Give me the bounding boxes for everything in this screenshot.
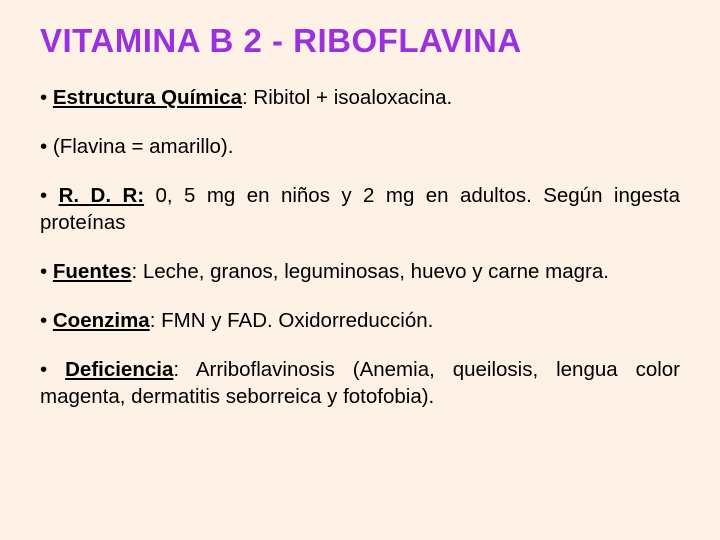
bullet-label: Fuentes	[53, 260, 132, 283]
slide-title: VITAMINA B 2 - RIBOFLAVINA	[40, 22, 680, 60]
bullet-text: : FMN y FAD. Oxidorreducción.	[150, 309, 434, 332]
bullet-marker: •	[40, 86, 53, 109]
bullet-marker: •	[40, 358, 65, 381]
bullet-deficiencia: • Deficiencia: Arriboflavinosis (Anemia,…	[40, 356, 680, 410]
bullet-coenzima: • Coenzima: FMN y FAD. Oxidorreducción.	[40, 307, 680, 334]
bullet-estructura: • Estructura Química: Ribitol + isoaloxa…	[40, 84, 680, 111]
bullet-label: Coenzima	[53, 309, 150, 332]
bullet-text: : Ribitol + isoaloxacina.	[242, 86, 452, 109]
bullet-label: R. D. R:	[59, 184, 144, 207]
bullet-fuentes: • Fuentes: Leche, granos, leguminosas, h…	[40, 258, 680, 285]
bullet-text: : Leche, granos, leguminosas, huevo y ca…	[131, 260, 608, 283]
bullet-flavina: • (Flavina = amarillo).	[40, 133, 680, 160]
bullet-marker: •	[40, 135, 53, 158]
bullet-rdr: • R. D. R: 0, 5 mg en niños y 2 mg en ad…	[40, 182, 680, 236]
bullet-marker: •	[40, 260, 53, 283]
bullet-marker: •	[40, 309, 53, 332]
bullet-label: Deficiencia	[65, 358, 173, 381]
bullet-text: (Flavina = amarillo).	[53, 135, 234, 158]
bullet-marker: •	[40, 184, 59, 207]
bullet-label: Estructura Química	[53, 86, 242, 109]
